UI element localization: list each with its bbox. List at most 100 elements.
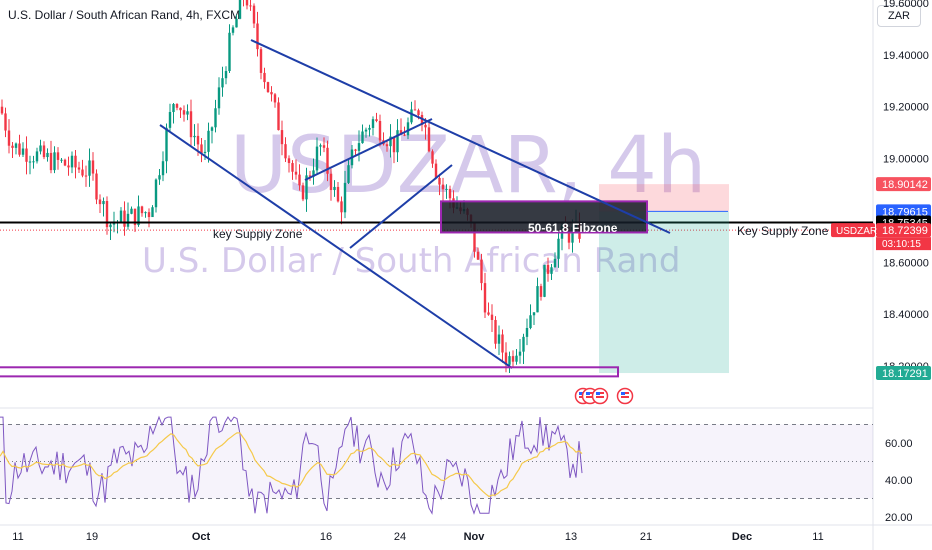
candle-body — [249, 5, 252, 7]
time-tick-label: 21 — [640, 531, 652, 543]
candle-body — [385, 144, 389, 147]
key-supply-label-left: key Supply Zone — [213, 227, 303, 241]
price-badge: 18.90142 — [876, 177, 931, 192]
candle-body — [522, 336, 525, 352]
candle-body — [417, 110, 420, 115]
candle-body — [361, 131, 364, 144]
price-badge-label: 18.72399 — [882, 225, 928, 237]
candle-body — [399, 130, 403, 135]
candle-body — [378, 120, 382, 141]
candle-body — [424, 124, 427, 128]
candle-body — [259, 49, 263, 73]
candle-body — [105, 201, 109, 228]
candle-body — [112, 223, 116, 225]
candle-body — [182, 110, 186, 115]
candle-body — [315, 146, 319, 171]
candle-body — [245, 0, 249, 6]
candle-body — [186, 111, 189, 115]
candle-body — [294, 171, 298, 175]
candle-body — [347, 165, 350, 183]
candle-body — [550, 267, 553, 274]
candle-body — [333, 186, 336, 191]
candle-body — [273, 94, 277, 103]
candle-body — [14, 143, 18, 148]
candle-body — [74, 155, 77, 168]
price-badge-bg — [876, 223, 931, 238]
candle-body — [364, 129, 368, 132]
candle-body — [168, 112, 172, 128]
candle-body — [543, 264, 546, 297]
candle-body — [504, 352, 508, 365]
rsi-ma-line — [0, 432, 583, 498]
time-tick-label: 13 — [565, 531, 577, 543]
candle-body — [308, 175, 312, 177]
symbol-tag-bg — [831, 223, 875, 238]
candle-body — [140, 206, 144, 214]
candle-body — [147, 212, 151, 218]
candle-body — [63, 159, 67, 166]
trendline-4 — [349, 164, 453, 249]
candle-body — [224, 71, 228, 79]
candle-body — [196, 135, 200, 145]
candle-body — [371, 119, 375, 128]
candle-body — [539, 286, 543, 297]
candle-body — [49, 152, 53, 171]
candle-body — [438, 177, 441, 185]
watermark-symbol: USDZAR, 4h — [230, 121, 706, 211]
candle-body — [21, 148, 25, 155]
candle-body — [165, 127, 168, 162]
flag-stripe — [596, 396, 604, 398]
candle-body — [343, 182, 347, 213]
price-tick-label: 18.60000 — [883, 257, 929, 269]
candle-body — [319, 145, 322, 147]
candle-body — [151, 207, 154, 218]
candle-body — [35, 151, 39, 162]
price-badge: 18.72399 — [876, 223, 931, 238]
candle-body — [287, 158, 291, 164]
candle-body — [322, 145, 326, 148]
time-tick-label: 24 — [394, 531, 406, 543]
candle-body — [298, 174, 301, 186]
trendline-2 — [159, 124, 513, 369]
rsi-tick-label: 40.00 — [885, 475, 913, 487]
price-tick-label: 19.20000 — [883, 102, 929, 114]
candle-body — [56, 152, 60, 160]
rsi-tick-label: 60.00 — [885, 438, 913, 450]
candle-body — [154, 179, 158, 208]
time-tick-label: 11 — [812, 531, 823, 543]
flag-stripe — [586, 396, 594, 398]
take-profit-zone — [599, 211, 729, 374]
candle-body — [396, 130, 399, 153]
time-tick-label: Dec — [732, 531, 752, 543]
candle-body — [277, 102, 280, 131]
candle-body — [340, 201, 343, 213]
candle-body — [11, 145, 14, 148]
currency-button[interactable]: ZAR — [877, 5, 921, 27]
candle-body — [389, 136, 392, 147]
candle-body — [413, 109, 417, 111]
candle-body — [567, 231, 571, 243]
price-badge-label: 18.79615 — [882, 206, 928, 218]
rsi-line — [0, 415, 583, 515]
candle-body — [284, 144, 287, 159]
time-tick-label: Oct — [192, 531, 211, 543]
trendline-1 — [250, 39, 671, 234]
candle-body — [368, 127, 371, 130]
candle-body — [126, 213, 130, 227]
price-badge: 18.79615 — [876, 204, 931, 219]
candle-body — [529, 315, 532, 328]
candle-body — [263, 72, 266, 83]
candle-body — [238, 0, 242, 19]
candle-body — [336, 186, 340, 202]
candle-body — [214, 108, 217, 128]
candle-body — [53, 152, 56, 171]
candle-body — [497, 334, 501, 344]
candle-body — [28, 161, 32, 163]
candle-body — [280, 130, 284, 145]
candle-body — [67, 165, 70, 168]
countdown-bg — [876, 237, 931, 251]
candle-body — [119, 210, 123, 222]
candle-body — [445, 188, 448, 190]
